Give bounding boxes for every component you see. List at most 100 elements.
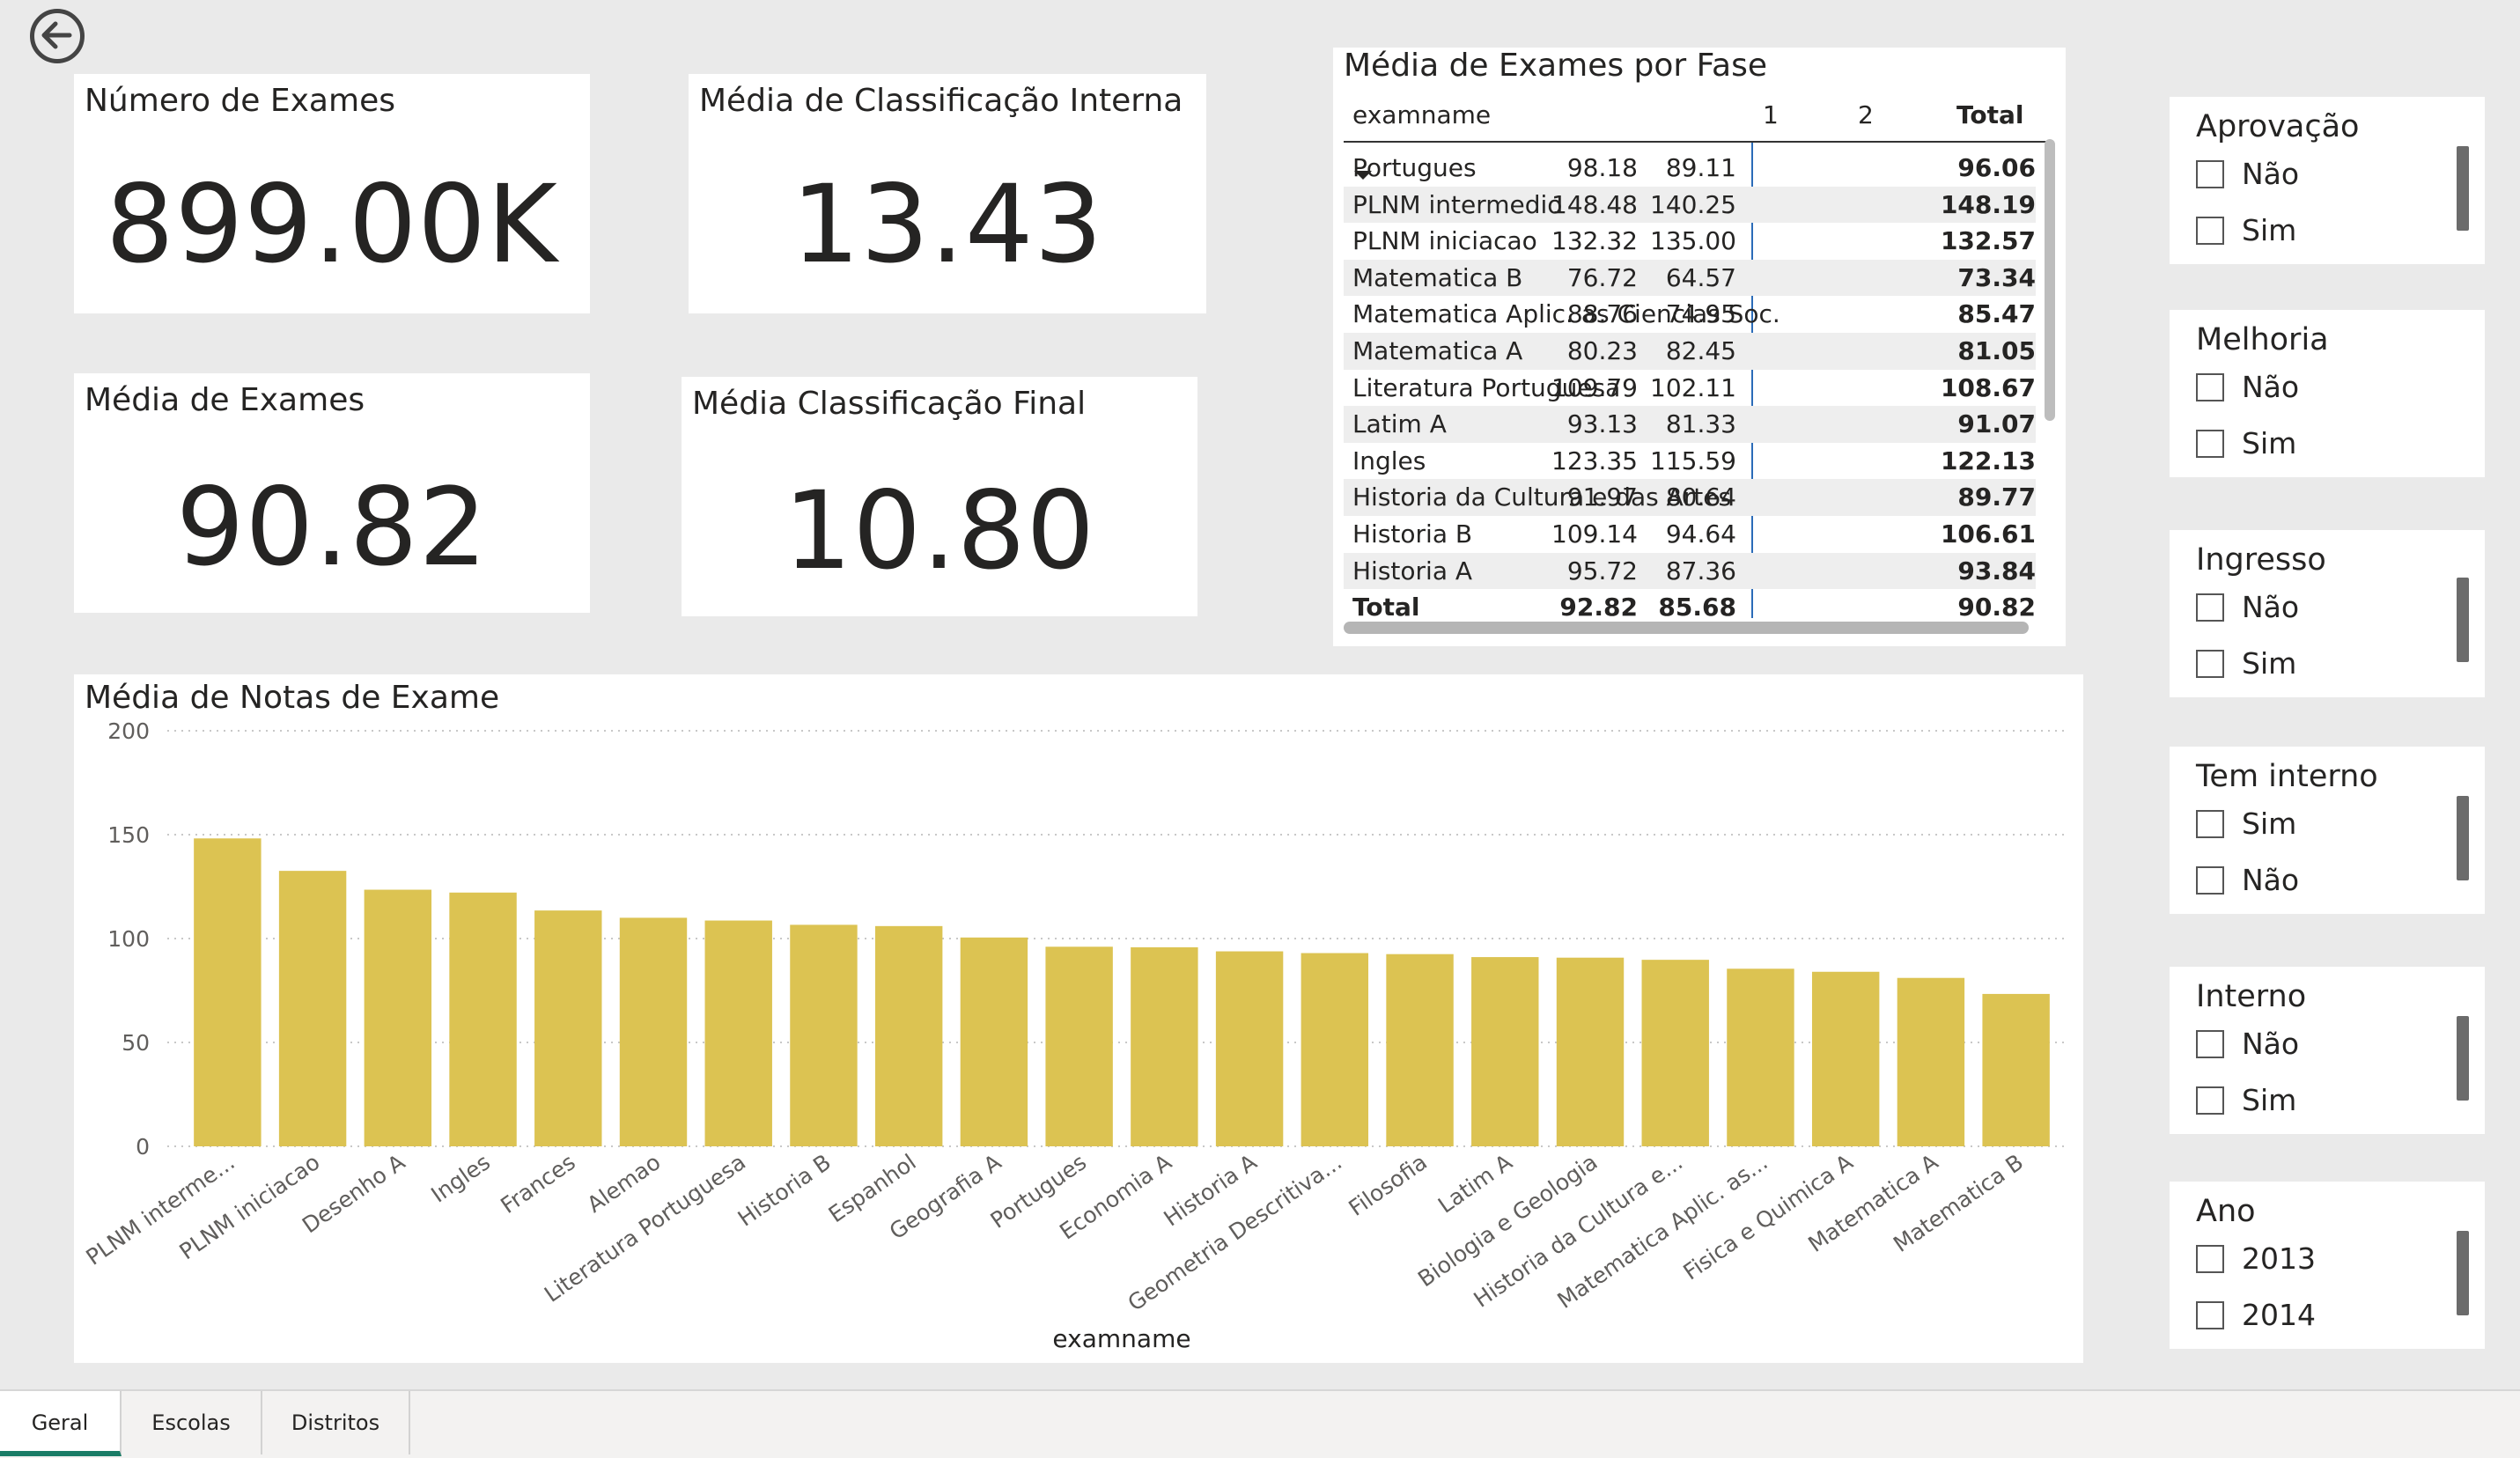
sort-descending-icon[interactable] — [1352, 169, 1374, 181]
slicer-option-label: 2013 — [2242, 1241, 2316, 1276]
checkbox[interactable] — [2196, 1301, 2224, 1329]
bar[interactable] — [874, 925, 943, 1146]
tab-escolas[interactable]: Escolas — [122, 1391, 262, 1454]
slicer-title: Tem interno — [2196, 759, 2378, 794]
bar[interactable] — [1641, 960, 1709, 1146]
slicer-scrollbar[interactable] — [2457, 1016, 2469, 1101]
kpi-value: 13.43 — [791, 162, 1104, 287]
bar[interactable] — [1811, 971, 1880, 1146]
slicer-ingresso: Ingresso Não Sim — [2170, 530, 2485, 697]
bar[interactable] — [960, 937, 1028, 1146]
matrix-row[interactable]: Latim A 93.13 81.33 91.07 — [1344, 406, 2036, 443]
y-tick-label: 0 — [136, 1134, 150, 1160]
bar[interactable] — [1215, 951, 1284, 1146]
slicer-option-label: Sim — [2242, 806, 2297, 841]
bar[interactable] — [278, 871, 347, 1146]
slicer-title: Aprovação — [2196, 109, 2360, 144]
checkbox[interactable] — [2196, 810, 2224, 838]
slicer-option-label: Sim — [2242, 426, 2297, 460]
matrix-row[interactable]: Portugues 98.18 89.11 96.06 — [1344, 150, 2036, 187]
slicer-title: Ano — [2196, 1194, 2256, 1229]
bar[interactable] — [619, 917, 688, 1146]
bar-chart: 0 50 100 150 200 PLNM interme...PLNM iniciaca… — [81, 718, 2067, 1353]
checkbox[interactable] — [2196, 160, 2224, 188]
bar[interactable] — [1897, 977, 1965, 1146]
matrix-row[interactable]: Literatura Portuguesa 109.79 102.11 108.67 — [1344, 370, 2036, 407]
kpi-card-media-class-interna: Média de Classificação Interna 13.43 — [689, 74, 1206, 313]
slicer-aprova-o: Aprovação Não Sim — [2170, 97, 2485, 264]
back-arrow-icon — [41, 21, 72, 49]
matrix-row[interactable]: Matematica Aplic. as Ciencias Soc. 88.76 7… — [1344, 296, 2036, 333]
matrix-header-examname[interactable]: examname — [1352, 100, 1492, 129]
matrix-row[interactable]: Matematica B 76.72 64.57 73.34 — [1344, 259, 2036, 297]
bar[interactable] — [1982, 993, 2050, 1146]
back-button[interactable] — [30, 9, 85, 63]
x-tick-label: PLNM iniciacao — [174, 1149, 324, 1264]
bar[interactable] — [449, 892, 517, 1146]
matrix-card: Média de Exames por Fase examname 1 2 To… — [1333, 48, 2066, 646]
bar[interactable] — [194, 838, 262, 1146]
matrix-cell-name: Matematica A — [1352, 336, 1523, 365]
bar[interactable] — [1131, 946, 1198, 1146]
checkbox[interactable] — [2196, 1030, 2224, 1058]
matrix-cell-name: Total — [1352, 593, 1420, 622]
matrix-header-total[interactable]: Total — [1956, 100, 2024, 129]
bar[interactable] — [790, 924, 858, 1146]
tab-distritos[interactable]: Distritos — [262, 1391, 410, 1454]
checkbox[interactable] — [2196, 650, 2224, 678]
bar[interactable] — [704, 920, 772, 1146]
matrix-header-1[interactable]: 1 — [1763, 100, 1779, 129]
slicer-scrollbar[interactable] — [2457, 578, 2469, 662]
matrix-cell-fase1: 132.32 — [1551, 226, 1638, 256]
page-tabs: Geral Escolas Distritos — [0, 1389, 2520, 1458]
matrix-row[interactable]: PLNM iniciacao 132.32 135.00 132.57 — [1344, 223, 2036, 260]
matrix-vertical-scrollbar[interactable] — [2045, 139, 2055, 421]
matrix-total-row[interactable]: Total 92.82 85.68 90.82 — [1344, 589, 2036, 626]
bar[interactable] — [1556, 957, 1625, 1146]
bar[interactable] — [1386, 954, 1454, 1146]
checkbox[interactable] — [2196, 593, 2224, 622]
matrix-cell-fase2: 115.59 — [1650, 446, 1736, 475]
matrix-row[interactable]: Historia da Cultura e das Artes 91.97 80.6… — [1344, 479, 2036, 516]
matrix-cell-fase2: 74.95 — [1665, 299, 1736, 329]
matrix-cell-fase2: 85.68 — [1658, 593, 1736, 622]
slicer-scrollbar[interactable] — [2457, 146, 2469, 231]
matrix-horizontal-scrollbar[interactable] — [1344, 622, 2029, 634]
checkbox[interactable] — [2196, 1245, 2224, 1273]
tab-geral[interactable]: Geral — [0, 1391, 122, 1456]
matrix-row[interactable]: PLNM intermedio 148.48 140.25 148.19 — [1344, 186, 2036, 224]
x-tick-label: Ingles — [426, 1149, 495, 1207]
slicer-scrollbar[interactable] — [2457, 796, 2469, 880]
slicer-scrollbar[interactable] — [2457, 1231, 2469, 1315]
kpi-title: Média Classificação Final — [692, 386, 1087, 422]
matrix-cell-total: 108.67 — [1940, 372, 2036, 402]
matrix-row[interactable]: Historia A 95.72 87.36 93.84 — [1344, 552, 2036, 590]
matrix-row[interactable]: Matematica A 80.23 82.45 81.05 — [1344, 333, 2036, 370]
matrix-cell-name: PLNM intermedio — [1352, 189, 1563, 219]
kpi-title: Número de Exames — [85, 83, 395, 119]
matrix-title: Média de Exames por Fase — [1344, 48, 1768, 84]
bar[interactable] — [534, 910, 602, 1146]
slicer-melhoria: Melhoria Não Sim — [2170, 310, 2485, 477]
checkbox[interactable] — [2196, 1086, 2224, 1115]
matrix-cell-fase1: 76.72 — [1566, 262, 1638, 292]
matrix-cell-total: 93.84 — [1957, 556, 2036, 585]
matrix-cell-name: PLNM iniciacao — [1352, 226, 1537, 256]
matrix-header-2[interactable]: 2 — [1858, 100, 1874, 129]
bar[interactable] — [1301, 953, 1369, 1146]
slicer-option-label: Não — [2242, 157, 2300, 191]
checkbox[interactable] — [2196, 430, 2224, 458]
checkbox[interactable] — [2196, 373, 2224, 401]
matrix-row[interactable]: Ingles 123.35 115.59 122.13 — [1344, 443, 2036, 480]
checkbox[interactable] — [2196, 866, 2224, 895]
bar[interactable] — [1471, 957, 1539, 1146]
slicer-option-label: Sim — [2242, 1083, 2297, 1117]
bar[interactable] — [364, 889, 432, 1146]
bar[interactable] — [1045, 946, 1113, 1146]
checkbox[interactable] — [2196, 217, 2224, 245]
matrix-row[interactable]: Historia B 109.14 94.64 106.61 — [1344, 516, 2036, 553]
bar[interactable] — [1727, 968, 1794, 1146]
matrix-cell-total: 122.13 — [1940, 446, 2036, 475]
kpi-card-media-class-final: Média Classificação Final 10.80 — [682, 377, 1197, 616]
matrix-cell-total: 89.77 — [1957, 482, 2036, 512]
